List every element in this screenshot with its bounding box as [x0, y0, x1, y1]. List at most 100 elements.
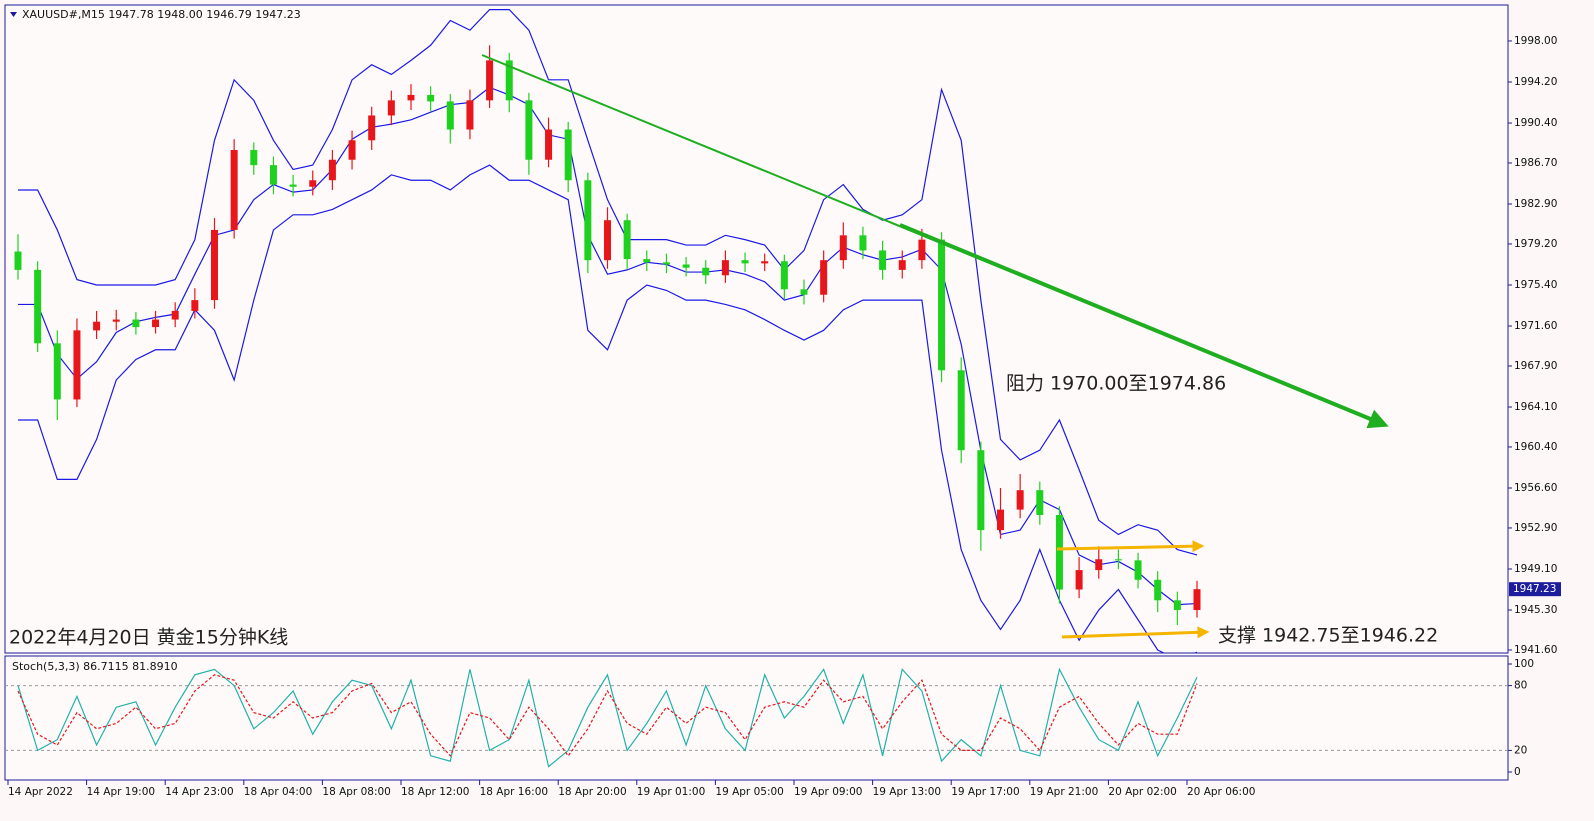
- candle-body: [152, 319, 160, 328]
- y-tick-label: 20: [1514, 744, 1527, 756]
- bollinger-band: [18, 9, 1198, 556]
- bollinger-band: [18, 164, 1198, 653]
- stoch-title: Stoch(5,3,3) 86.7115 81.8910: [12, 660, 178, 673]
- candle-body: [505, 60, 513, 101]
- candle-body: [446, 101, 454, 130]
- candle-body: [348, 140, 356, 160]
- candle-body: [387, 100, 395, 116]
- candle-body: [800, 289, 808, 295]
- y-tick-label: 1967.90: [1514, 360, 1557, 372]
- main-panel: [4, 4, 1509, 654]
- candle-body: [1173, 600, 1181, 611]
- x-tick-label: 18 Apr 12:00: [401, 786, 469, 798]
- y-tick-label: 1971.60: [1514, 320, 1557, 332]
- candle-body: [741, 260, 749, 264]
- candle-body: [604, 220, 611, 261]
- y-tick-label: 1975.40: [1514, 279, 1557, 291]
- support-note: 支撑 1942.75至1946.22: [1218, 625, 1438, 647]
- y-tick-label: 1986.70: [1514, 157, 1557, 169]
- candle-body: [112, 319, 120, 322]
- candle-body: [1075, 570, 1083, 590]
- candle-body: [525, 100, 533, 160]
- candle-body: [898, 260, 906, 270]
- y-tick-label: 1956.60: [1514, 482, 1557, 494]
- y-tick-label: 1998.00: [1514, 35, 1557, 47]
- y-tick-label: 80: [1514, 680, 1527, 692]
- candle-body: [820, 260, 828, 295]
- candle-body: [1193, 589, 1201, 611]
- x-tick-label: 18 Apr 16:00: [480, 786, 548, 798]
- x-tick-label: 18 Apr 20:00: [558, 786, 626, 798]
- y-tick-label: 1952.90: [1514, 522, 1557, 534]
- candle-body: [702, 267, 710, 276]
- candle-body: [564, 129, 572, 181]
- resistance-arrow: [1056, 540, 1205, 553]
- candle-body: [93, 321, 101, 331]
- candle-body: [839, 235, 847, 261]
- trend-arrow: [899, 223, 1389, 429]
- x-tick-label: 14 Apr 19:00: [87, 786, 155, 798]
- candle-body: [977, 450, 985, 531]
- y-tick-label: 1960.40: [1514, 441, 1557, 453]
- candle-body: [1016, 490, 1024, 510]
- candle-body: [269, 165, 277, 185]
- candle-body: [584, 180, 592, 261]
- candle-body: [14, 251, 22, 270]
- candle-body: [623, 220, 631, 260]
- x-tick-label: 19 Apr 09:00: [794, 786, 862, 798]
- menu-icon: [10, 12, 17, 17]
- candle-body: [859, 235, 867, 251]
- candle-body: [662, 262, 670, 265]
- candle-body: [171, 310, 179, 320]
- candle-body: [289, 184, 297, 187]
- y-tick-label: 1945.30: [1514, 604, 1557, 616]
- candle-body: [1154, 579, 1162, 601]
- candle-body: [368, 115, 376, 141]
- candle-body: [682, 264, 690, 268]
- candle-body: [328, 159, 336, 181]
- y-tick-label: 1964.10: [1514, 401, 1557, 413]
- candle-body: [1114, 559, 1122, 561]
- y-tick-label: 1994.20: [1514, 76, 1557, 88]
- y-tick-label: 100: [1514, 658, 1534, 670]
- candle-body: [191, 300, 199, 311]
- y-tick-label: 1941.60: [1514, 644, 1557, 656]
- candle-body: [1095, 559, 1103, 571]
- candle-body: [53, 343, 61, 400]
- candle-body: [230, 150, 238, 230]
- y-tick-label: 1949.10: [1514, 563, 1557, 575]
- candle-body: [879, 250, 887, 270]
- candle-body: [918, 239, 926, 261]
- x-tick-label: 19 Apr 01:00: [637, 786, 705, 798]
- chart-caption: 2022年4月20日 黄金15分钟K线: [9, 627, 288, 649]
- candle-body: [211, 229, 218, 301]
- stoch-line: [17, 674, 1198, 757]
- x-tick-label: 19 Apr 21:00: [1030, 786, 1098, 798]
- candle-body: [427, 94, 435, 102]
- x-tick-label: 19 Apr 05:00: [715, 786, 783, 798]
- x-tick-label: 19 Apr 13:00: [873, 786, 941, 798]
- y-tick-label: 0: [1514, 766, 1521, 778]
- x-tick-label: 14 Apr 23:00: [165, 786, 233, 798]
- candle-body: [780, 261, 788, 290]
- candle-body: [545, 129, 553, 160]
- candle-body: [643, 259, 651, 263]
- candle-body: [250, 150, 258, 166]
- x-tick-label: 14 Apr 2022: [8, 786, 73, 798]
- candle-body: [73, 330, 81, 400]
- candle-body: [957, 370, 965, 451]
- candle-body: [1134, 560, 1142, 580]
- x-tick-label: 20 Apr 02:00: [1108, 786, 1176, 798]
- last-price-box: [1509, 582, 1561, 597]
- price-plot: [14, 9, 1201, 653]
- support-arrow: [1061, 626, 1210, 639]
- candle-body: [309, 180, 317, 187]
- stoch-plot: [5, 667, 1508, 768]
- x-tick-label: 20 Apr 06:00: [1187, 786, 1255, 798]
- candle-body: [132, 319, 140, 328]
- y-tick-label: 1990.40: [1514, 117, 1557, 129]
- stoch-panel: [4, 655, 1509, 781]
- candle-body: [34, 269, 42, 344]
- stoch-line: [17, 667, 1198, 768]
